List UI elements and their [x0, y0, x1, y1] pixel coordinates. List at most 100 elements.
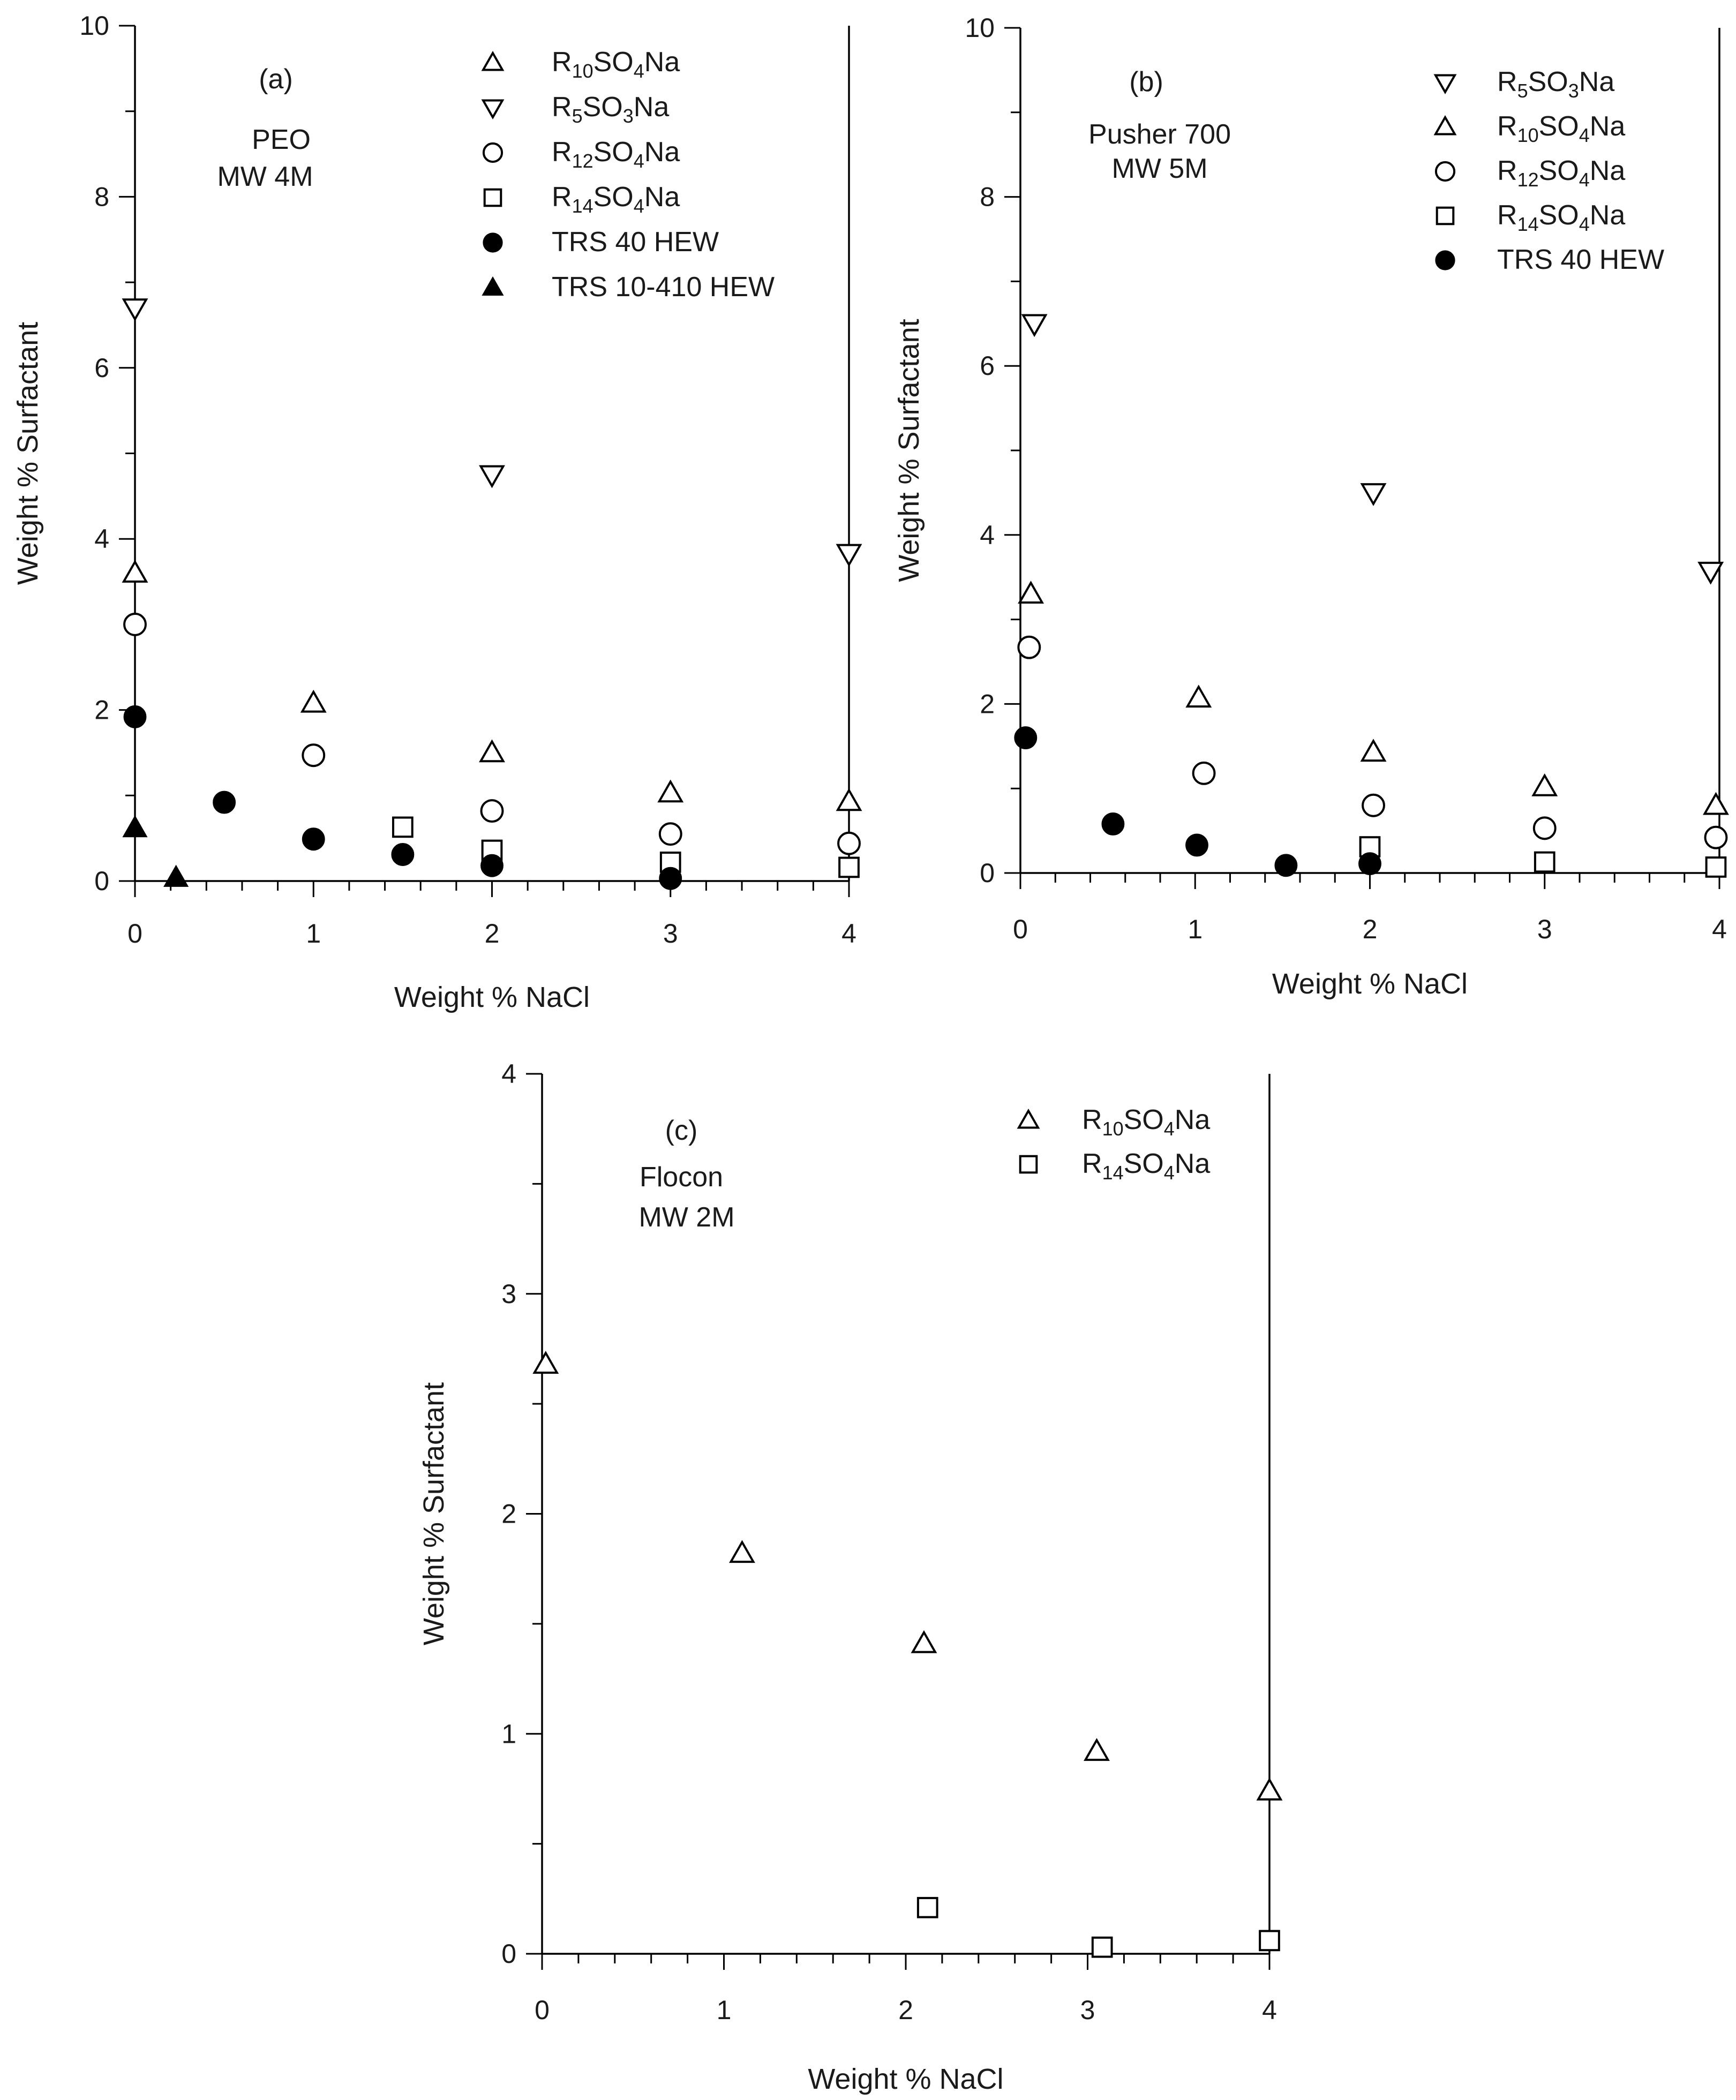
data-point: [123, 705, 147, 728]
data-point: [657, 779, 684, 803]
data-point: [1185, 684, 1212, 708]
legend-text-part: Na: [1590, 155, 1626, 186]
x-axis-title: Weight % NaCl: [808, 2063, 1003, 2095]
series-4: [1014, 726, 1381, 877]
legend-subscript: 3: [623, 105, 634, 127]
data-point: [479, 739, 505, 763]
x-tick-label: 1: [1188, 914, 1203, 944]
data-point: [729, 1540, 755, 1563]
panel-annotation: MW 2M: [638, 1202, 734, 1233]
data-point: [659, 867, 682, 890]
y-tick-label: 2: [501, 1499, 516, 1529]
legend-subscript: 12: [572, 150, 593, 172]
legend-text-part: SO: [1539, 111, 1579, 142]
x-tick-label: 1: [717, 1995, 732, 2025]
legend-marker: [483, 188, 502, 207]
data-point: [1192, 761, 1216, 785]
legend-subscript: 10: [1102, 1118, 1124, 1140]
data-point: [1014, 726, 1038, 749]
legend-text-part: Na: [1175, 1148, 1211, 1179]
x-tick-label: 0: [1013, 914, 1028, 944]
x-tick-label: 2: [1363, 914, 1378, 944]
data-point: [1185, 833, 1208, 857]
data-point: [1703, 792, 1729, 815]
panel-annotation: Pusher 700: [1088, 119, 1231, 150]
legend-text-part: Na: [644, 47, 680, 78]
legend-text-part: TRS 40 HEW: [552, 227, 719, 258]
legend-label: R10SO4Na: [1497, 111, 1625, 146]
legend-text-part: SO: [1124, 1148, 1164, 1179]
legend-text-part: R: [552, 182, 572, 213]
legend-marker: [483, 232, 503, 253]
chart-panel-c: 0 1 2 3 4 0 1 2 3 4 Weight % NaCl Weight % Surfacta…: [418, 1059, 1283, 2095]
legend-subscript: 4: [634, 150, 644, 172]
x-tick-label: 2: [485, 919, 500, 949]
data-point: [1259, 1930, 1280, 1952]
legend-subscript: 14: [1517, 213, 1539, 235]
data-point: [836, 544, 862, 567]
legend-subscript: 4: [1579, 169, 1590, 191]
legend-label: TRS 40 HEW: [1497, 244, 1664, 275]
data-point: [122, 815, 148, 838]
legend-subscript: 12: [1517, 169, 1539, 191]
y-tick-label: 0: [980, 858, 995, 888]
legend-marker: [1435, 250, 1455, 270]
data-point: [1021, 314, 1048, 337]
y-axis-title: Weight % Surfactant: [418, 1382, 450, 1645]
x-tick-label: 3: [663, 919, 678, 949]
legend-label: TRS 40 HEW: [552, 227, 719, 258]
y-tick-label: 1: [501, 1719, 516, 1749]
data-point: [911, 1630, 937, 1653]
legend-text-part: R: [552, 137, 572, 168]
y-axis-title: Weight % Surfactant: [12, 322, 44, 585]
legend-label: R14SO4Na: [552, 182, 680, 217]
data-point: [916, 1896, 938, 1918]
data-point: [837, 831, 861, 855]
legend-marker: [1433, 74, 1457, 95]
y-axis-title: Weight % Surfactant: [893, 319, 925, 582]
legend-text-part: Na: [1590, 111, 1626, 142]
legend-label: TRS 10-410 HEW: [552, 272, 775, 303]
x-axis-title: Weight % NaCl: [1272, 968, 1468, 1000]
x-tick-label: 1: [306, 919, 321, 949]
y-tick-label: 2: [980, 689, 995, 719]
y-tick-label: 6: [980, 351, 995, 381]
legend-text-part: SO: [1528, 66, 1568, 97]
data-point: [1274, 854, 1298, 877]
series-1: [1018, 581, 1729, 815]
legend-subscript: 4: [1579, 124, 1590, 146]
series-0: [532, 1351, 1283, 1801]
data-point: [123, 612, 147, 636]
series-2: [1017, 635, 1728, 849]
x-tick-label: 4: [1262, 1995, 1277, 2025]
data-point: [1697, 561, 1724, 585]
legend-text-part: R: [1497, 155, 1517, 186]
legend-subscript: 10: [1517, 124, 1539, 146]
legend-subscript: 4: [1579, 213, 1590, 235]
data-point: [122, 298, 148, 322]
data-point: [1091, 1936, 1113, 1958]
series-0: [122, 560, 862, 811]
data-point: [392, 816, 414, 838]
y-tick-label: 2: [94, 695, 109, 725]
panel-annotation: (c): [665, 1115, 698, 1146]
legend-text-part: SO: [583, 92, 623, 123]
legend-subscript: 5: [572, 105, 583, 127]
legend-subscript: 4: [634, 195, 644, 217]
data-point: [658, 822, 682, 846]
panel-annotation: (b): [1129, 66, 1163, 97]
legend-label: R14SO4Na: [1497, 200, 1625, 235]
legend-subscript: 5: [1517, 80, 1528, 102]
series-3: [392, 816, 860, 878]
x-tick-label: 4: [1712, 914, 1727, 944]
legend-text-part: Na: [634, 92, 670, 123]
legend-text-part: R: [552, 47, 572, 78]
series-0: [1021, 314, 1724, 585]
data-point: [1362, 793, 1385, 817]
data-point: [1531, 773, 1558, 796]
legend-text-part: R: [1497, 200, 1517, 231]
